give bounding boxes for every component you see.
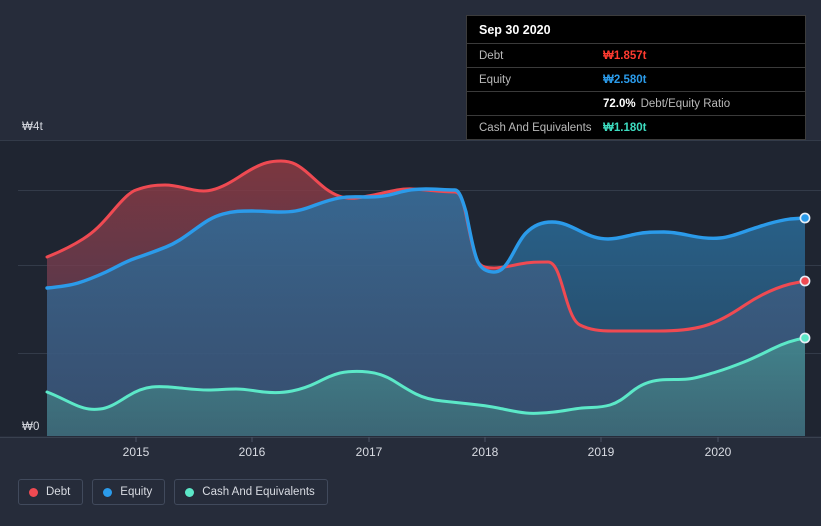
tooltip-value-equity: ₩2.580t (603, 73, 647, 86)
tooltip-label-ratio: Debt/Equity Ratio (640, 97, 731, 110)
legend-label-debt: Debt (46, 486, 71, 498)
tooltip-value-ratio: 72.0% (603, 97, 636, 110)
x-tick-label-2019: 2019 (587, 445, 615, 459)
tooltip-value-debt: ₩1.857t (603, 49, 647, 62)
line-equity (45, 187, 807, 290)
x-tick-mark (368, 437, 370, 442)
chart-tooltip: Sep 30 2020 Debt ₩1.857t Equity ₩2.580t … (466, 15, 806, 140)
legend-label-cash: Cash And Equivalents (202, 486, 315, 498)
y-axis-label-top: ₩4t (22, 121, 44, 133)
legend-dot-icon (29, 487, 38, 497)
area-cash (47, 338, 805, 436)
tooltip-row-ratio: 72.0% Debt/Equity Ratio (467, 91, 805, 115)
x-axis-line (0, 437, 821, 438)
tooltip-row-equity: Equity ₩2.580t (467, 67, 805, 91)
x-tick-mark (717, 437, 719, 442)
x-tick-mark (135, 437, 137, 442)
x-tick-mark (600, 437, 602, 442)
x-tick-label-2018: 2018 (471, 445, 499, 459)
legend-item-debt[interactable]: Debt (18, 479, 84, 505)
legend-label-equity: Equity (120, 486, 153, 498)
endpoint-cash (799, 332, 811, 344)
x-tick-label-2016: 2016 (238, 445, 266, 459)
tooltip-row-cash: Cash And Equivalents ₩1.180t (467, 115, 805, 139)
tooltip-value-cash: ₩1.180t (603, 121, 647, 134)
tooltip-date: Sep 30 2020 (479, 23, 551, 37)
legend-dot-icon (103, 487, 113, 497)
legend-item-equity[interactable]: Equity (92, 479, 166, 505)
line-cash (45, 336, 807, 415)
tooltip-label-cash: Cash And Equivalents (479, 121, 592, 134)
x-tick-mark (251, 437, 253, 442)
x-tick-label-2015: 2015 (122, 445, 150, 459)
legend-dot-icon (185, 487, 195, 497)
endpoint-equity (799, 212, 811, 224)
tooltip-label-debt: Debt (479, 49, 504, 62)
x-tick-label-2020: 2020 (704, 445, 732, 459)
chart-legend: Debt Equity Cash And Equivalents (18, 479, 328, 505)
chart-svg (0, 140, 821, 436)
area-equity (47, 189, 805, 436)
chart-plot-area (0, 140, 821, 436)
x-axis: 2015 2016 2017 2018 2019 2020 (0, 437, 821, 467)
y-axis-label-bottom: ₩0 (22, 421, 40, 433)
endpoint-debt (799, 275, 811, 287)
x-tick-mark (484, 437, 486, 442)
legend-item-cash[interactable]: Cash And Equivalents (174, 479, 328, 505)
tooltip-label-equity: Equity (479, 73, 511, 86)
tooltip-row-debt: Debt ₩1.857t (467, 43, 805, 67)
x-tick-label-2017: 2017 (355, 445, 383, 459)
